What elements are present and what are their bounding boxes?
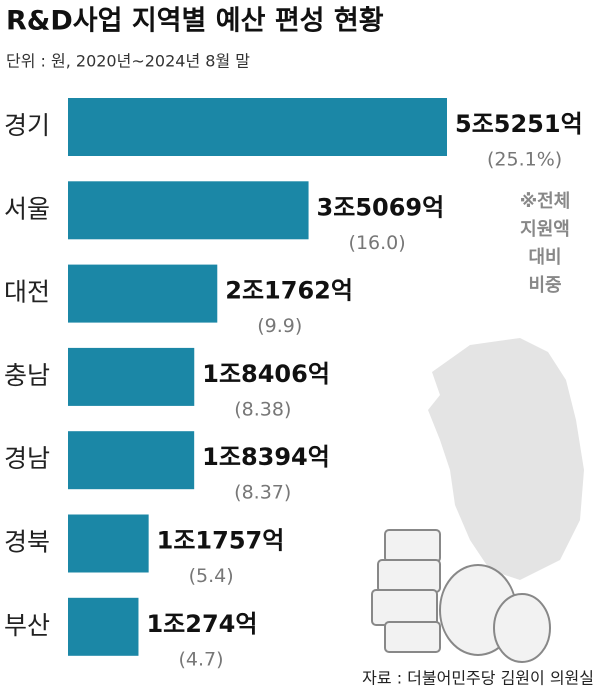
value-label: 1조274억 [146, 610, 257, 638]
bar [68, 347, 195, 406]
share-label: (4.7) [178, 648, 223, 670]
note: 지원액 [520, 219, 570, 240]
map-decoration [428, 338, 584, 580]
money-decoration [371, 529, 551, 663]
note: 비중 [528, 275, 561, 296]
share-label: (8.38) [234, 398, 291, 420]
bar [68, 514, 149, 573]
bar [68, 264, 218, 323]
value-label: 3조5069억 [317, 193, 445, 221]
bar [68, 181, 309, 240]
category-label: 충남 [4, 361, 50, 390]
share-label: (9.9) [257, 315, 302, 337]
share-label: (25.1%) [487, 149, 562, 171]
value-label: 1조8394억 [202, 443, 330, 471]
bar [68, 98, 447, 156]
category-label: 서울 [4, 194, 50, 223]
source: 자료 : 더불어민주당 김원이 의원실 [362, 669, 594, 688]
note: ※전체 [520, 191, 571, 212]
chart-title: R&D사업 지역별 예산 편성 현황 [6, 6, 384, 37]
category-label: 부산 [4, 611, 50, 640]
category-label: 경북 [4, 528, 50, 557]
category-label: 대전 [4, 278, 50, 307]
category-label: 경기 [4, 111, 50, 140]
value-label: 2조1762억 [225, 277, 353, 305]
value-label: 5조5251억 [455, 110, 583, 138]
share-label: (16.0) [349, 232, 406, 254]
value-label: 1조8406억 [202, 360, 330, 388]
value-label: 1조1757억 [157, 527, 285, 555]
subtitle: 단위 : 원, 2020년~2024년 8월 말 [6, 52, 250, 71]
note: 대비 [528, 247, 561, 268]
share-label: (8.37) [234, 482, 291, 504]
bar [68, 597, 139, 656]
share-label: (5.4) [189, 565, 234, 587]
bar [68, 431, 195, 490]
category-label: 경남 [4, 444, 50, 473]
